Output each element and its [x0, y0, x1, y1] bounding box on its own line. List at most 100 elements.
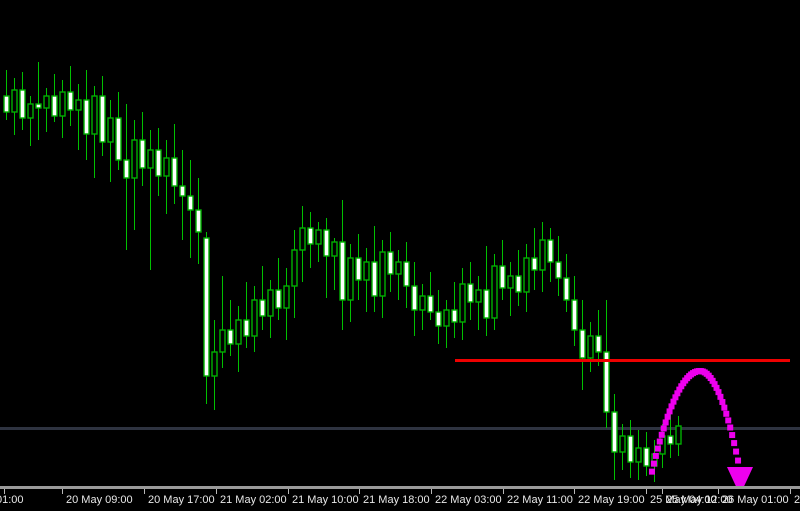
- candle-body: [115, 117, 122, 161]
- candle: [147, 130, 154, 270]
- candle: [275, 258, 282, 320]
- candle: [179, 150, 186, 240]
- axis-tick: [359, 489, 360, 494]
- candle-body: [283, 285, 290, 309]
- candle-body: [243, 319, 250, 337]
- candle-wick: [150, 130, 151, 270]
- candle: [19, 72, 26, 130]
- candle: [515, 250, 522, 306]
- candle-wick: [278, 258, 279, 320]
- candlestick-series: [3, 62, 682, 482]
- axis-tick-label: 21 May 02:00: [220, 494, 287, 506]
- candle-body: [531, 257, 538, 271]
- candle-body: [179, 185, 186, 197]
- candle-body: [83, 99, 90, 135]
- axis-tick-label: 25 May 04:00: [650, 494, 717, 506]
- candle: [563, 254, 570, 312]
- candle-body: [107, 117, 114, 143]
- candle: [99, 76, 106, 156]
- candle: [611, 394, 618, 480]
- candle: [539, 222, 546, 292]
- candle-wick: [246, 282, 247, 348]
- candle: [75, 84, 82, 150]
- candle: [155, 128, 162, 196]
- candle: [387, 232, 394, 292]
- candle-body: [11, 89, 18, 113]
- candle: [451, 282, 458, 338]
- candle-body: [515, 275, 522, 293]
- candle: [627, 420, 634, 478]
- arc-dot: [731, 440, 738, 447]
- candle-body: [139, 139, 146, 169]
- axis-tick-label: 20 May 09:00: [66, 494, 133, 506]
- axis-tick: [288, 489, 289, 494]
- candle-wick: [398, 250, 399, 300]
- candle: [283, 268, 290, 340]
- candle-body: [35, 103, 42, 109]
- candle-wick: [334, 238, 335, 290]
- candle-body: [427, 295, 434, 313]
- candle: [643, 432, 650, 476]
- candle-body: [331, 241, 338, 257]
- arc-dot: [711, 381, 718, 388]
- candle: [299, 206, 306, 282]
- candle-body: [323, 229, 330, 257]
- candle: [171, 124, 178, 204]
- candle: [635, 430, 642, 480]
- candle: [307, 212, 314, 268]
- candle: [115, 92, 122, 170]
- time-axis-bar: [0, 486, 800, 489]
- arc-dot: [727, 424, 734, 431]
- price-chart-plot-area[interactable]: [0, 0, 800, 487]
- candle: [619, 424, 626, 470]
- candle-body: [251, 299, 258, 337]
- candle: [571, 276, 578, 346]
- arc-dot: [674, 390, 681, 397]
- candle-body: [611, 411, 618, 453]
- axis-tick-label: 22 May 03:00: [435, 494, 502, 506]
- candle-body: [563, 277, 570, 301]
- candle: [347, 244, 354, 322]
- candle: [291, 230, 298, 318]
- candle-body: [443, 309, 450, 327]
- candle-body: [403, 261, 410, 287]
- candle: [195, 178, 202, 264]
- candle-body: [299, 227, 306, 251]
- candle: [3, 70, 10, 120]
- candle: [379, 240, 386, 318]
- magenta-dotted-arc[interactable]: [648, 368, 753, 487]
- candle-body: [571, 299, 578, 331]
- arc-dot: [648, 468, 655, 475]
- candle-body: [555, 261, 562, 279]
- candle-body: [395, 261, 402, 275]
- arc-dot: [725, 417, 732, 424]
- arc-dot: [733, 448, 740, 455]
- candle: [339, 200, 346, 330]
- axis-tick: [431, 489, 432, 494]
- candle: [43, 88, 50, 132]
- candle-body: [499, 265, 506, 289]
- arc-dot: [660, 425, 667, 432]
- candle: [235, 306, 242, 372]
- arc-dot: [723, 410, 730, 417]
- candle: [483, 246, 490, 336]
- candle: [427, 272, 434, 320]
- axis-tick: [216, 489, 217, 494]
- candle: [531, 228, 538, 290]
- candle-body: [99, 95, 106, 143]
- candle-body: [435, 311, 442, 327]
- candle-body: [51, 95, 58, 117]
- axis-tick: [62, 489, 63, 494]
- axis-tick-label: 21 May 18:00: [363, 494, 430, 506]
- arc-dot: [668, 403, 675, 410]
- candle-body: [467, 283, 474, 303]
- gray-horizontal-line: [0, 427, 800, 430]
- axis-tick-label: 26 May 09:00: [794, 494, 800, 506]
- candle-wick: [78, 84, 79, 150]
- candle: [331, 238, 338, 290]
- axis-tick: [646, 489, 647, 494]
- candle-wick: [30, 96, 31, 146]
- candle-body: [475, 289, 482, 303]
- candlestick-svg: [0, 62, 800, 487]
- candle: [267, 280, 274, 338]
